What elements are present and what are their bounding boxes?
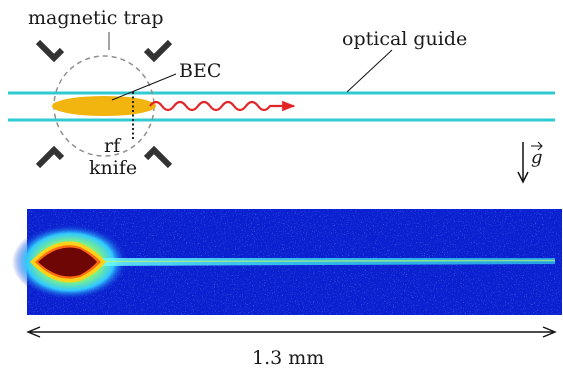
outcoupled-beam-core [99,259,556,263]
optical-guide-label: optical guide [342,28,467,50]
scale-arrow-left [26,326,41,338]
scale-bar: 1.3 mm [26,326,557,369]
gravity-arrowhead [517,171,529,184]
bec-leader [111,73,177,101]
magnetic-trap-label: magnetic trap [28,7,164,29]
knife-label: knife [89,157,137,179]
gravity-label: g [531,147,543,168]
scale-arrow-right [542,326,557,338]
bec-label: BEC [179,60,221,82]
scale-label: 1.3 mm [252,347,324,369]
vector-accent [531,141,543,151]
coil-icon [143,39,173,63]
absorption-image [12,209,562,315]
condensate-core [38,247,97,277]
guide-leader [346,49,393,93]
coil-icon [35,39,65,63]
schematic: magnetic trap optical guide BEC rf knife… [8,7,555,184]
coil-icon [143,145,173,169]
bec-cloud [52,96,156,116]
outcoupled-beam [95,258,555,266]
rf-label: rf [104,135,122,157]
coil-icon [35,145,65,169]
wave-arrow-icon [149,100,296,112]
coil-icon [35,39,173,169]
